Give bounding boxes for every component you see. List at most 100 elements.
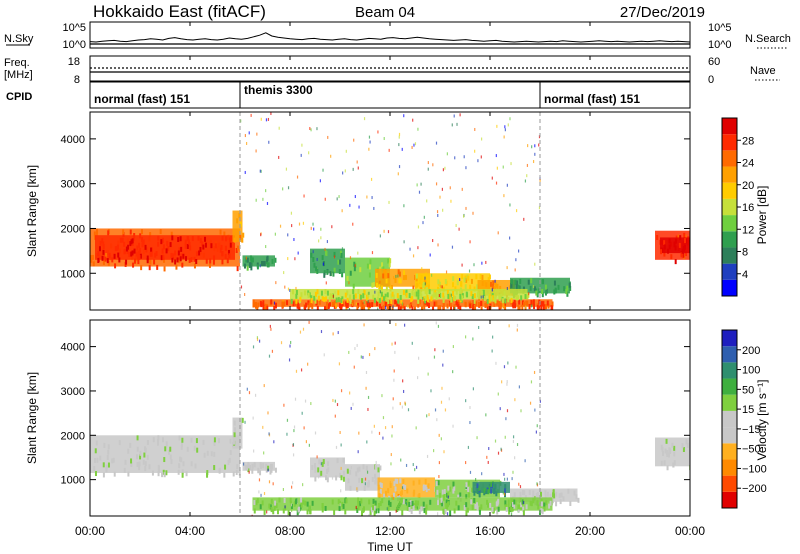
data-speckle — [661, 450, 664, 456]
data-speckle — [316, 268, 319, 274]
scatter-point — [422, 296, 424, 300]
data-speckle — [193, 445, 196, 451]
data-speckle — [177, 469, 180, 475]
scatter-point — [477, 159, 479, 163]
data-speckle — [394, 478, 397, 484]
data-speckle — [338, 268, 341, 274]
scatter-point — [256, 336, 259, 340]
data-speckle — [559, 499, 562, 505]
scatter-point — [494, 439, 497, 443]
data-speckle — [480, 290, 483, 296]
scatter-point — [373, 424, 375, 428]
data-speckle — [481, 280, 484, 286]
data-speckle — [318, 459, 321, 465]
noise-tick-high-right: 10^5 — [708, 22, 732, 34]
cpid-segment-label: normal (fast) 151 — [94, 92, 190, 106]
data-speckle — [357, 302, 360, 308]
data-speckle — [251, 463, 254, 469]
data-speckle — [233, 427, 236, 433]
scatter-point — [418, 356, 420, 360]
scatter-point — [487, 460, 489, 464]
data-speckle — [397, 269, 400, 275]
data-speckle — [387, 273, 390, 279]
data-speckle — [212, 259, 215, 265]
scatter-point — [371, 251, 374, 255]
scatter-point — [251, 514, 253, 516]
scatter-point — [291, 509, 293, 513]
scatter-point — [405, 463, 408, 467]
data-speckle — [338, 506, 341, 512]
data-speckle — [323, 270, 326, 276]
data-speckle — [417, 298, 420, 304]
data-speckle — [558, 493, 561, 499]
data-speckle — [326, 269, 329, 275]
data-speckle — [511, 502, 514, 508]
scatter-point — [354, 264, 356, 268]
data-speckle — [266, 255, 269, 261]
scatter-point — [382, 436, 384, 440]
data-speckle — [442, 292, 445, 298]
scatter-point — [416, 506, 419, 510]
colorbar-swatch — [722, 443, 737, 460]
data-speckle — [486, 499, 489, 505]
data-speckle — [331, 301, 334, 307]
scatter-point — [303, 426, 305, 430]
colorbar-swatch — [722, 378, 737, 395]
data-speckle — [131, 238, 134, 244]
scatter-point — [518, 385, 520, 389]
scatter-point — [248, 131, 250, 135]
data-speckle — [321, 502, 324, 508]
data-speckle — [521, 300, 524, 306]
scatter-point — [398, 132, 401, 136]
data-speckle — [235, 248, 238, 254]
data-speckle — [385, 285, 388, 291]
data-speckle — [233, 237, 236, 243]
data-speckle — [502, 303, 505, 309]
scatter-point — [412, 118, 414, 122]
data-region — [242, 461, 275, 471]
data-speckle — [390, 298, 393, 304]
data-speckle — [480, 306, 483, 310]
data-speckle — [344, 292, 347, 298]
scatter-point — [348, 350, 350, 354]
data-speckle — [380, 306, 383, 310]
data-speckle — [405, 274, 408, 280]
scatter-point — [312, 222, 314, 226]
data-speckle — [127, 244, 130, 250]
data-speckle — [489, 502, 492, 508]
data-speckle — [664, 448, 667, 454]
data-speckle — [530, 278, 533, 284]
scatter-point — [501, 380, 503, 384]
colorbar-tick-label: 16 — [742, 202, 754, 214]
scatter-point — [368, 147, 370, 151]
data-speckle — [447, 501, 450, 507]
scatter-point — [259, 169, 261, 173]
data-speckle — [291, 289, 294, 295]
data-speckle — [380, 291, 383, 297]
data-speckle — [262, 305, 265, 310]
scatter-point — [495, 181, 498, 185]
data-speckle — [426, 300, 429, 306]
data-speckle — [392, 294, 395, 300]
scatter-point — [394, 350, 396, 354]
data-speckle — [353, 261, 356, 267]
data-speckle — [491, 507, 494, 513]
scatter-point — [451, 245, 454, 249]
data-speckle — [411, 295, 414, 301]
data-speckle — [540, 508, 543, 514]
data-speckle — [536, 492, 539, 498]
data-speckle — [465, 277, 468, 283]
scatter-point — [286, 432, 288, 436]
data-speckle — [397, 304, 400, 310]
scatter-point — [480, 295, 482, 299]
data-speckle — [539, 491, 542, 497]
data-speckle — [170, 231, 173, 237]
data-speckle — [477, 486, 480, 492]
y-tick-label: 2000 — [61, 223, 85, 235]
data-speckle — [521, 499, 524, 505]
scatter-point — [441, 386, 443, 390]
scatter-point — [395, 274, 397, 278]
data-speckle — [438, 281, 441, 287]
data-speckle — [513, 503, 516, 509]
scatter-point — [443, 450, 445, 454]
